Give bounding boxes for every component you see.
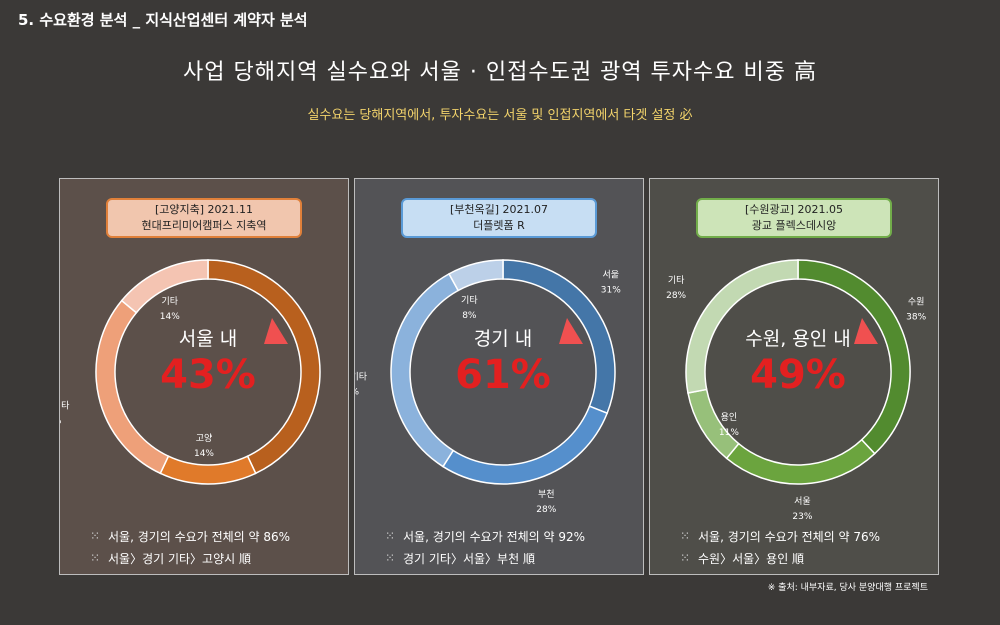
slice-category-label: 경기 기타 [60, 400, 70, 412]
project-label-bucheon: [부천옥길] 2021.07 더플렛폼 R [401, 198, 597, 238]
bullet-icon [385, 525, 397, 547]
panel-goyang: [고양지축] 2021.11 현대프리미어캠퍼스 지축역 서울43%고양14%경… [59, 178, 349, 575]
slice-value-label: 28% [666, 291, 686, 301]
pointer-triangle-icon [854, 318, 878, 344]
donut-slice-4 [685, 259, 799, 394]
ranking-text: 서울〉경기 기타〉고양시 順 [108, 552, 251, 566]
ranking-bullet: 수원〉서울〉용인 順 [680, 547, 880, 570]
donut-slice-4 [448, 259, 504, 292]
summary-text: 서울, 경기의 수요가 전체의 약 76% [698, 530, 881, 544]
donut-slice-3 [95, 299, 170, 475]
bullet-icon [680, 525, 692, 547]
source-note: ※ 출처: 내부자료, 당사 분양대행 프로젝트 [767, 583, 928, 593]
project-label-line1: [수원광교] 2021.05 [744, 203, 844, 216]
donut-chart-suwon: 수원 38% 서울 23% 용인 11% 기타 28% 수원, 용인 내49% [666, 259, 927, 519]
slice-value-label: 23% [792, 512, 812, 519]
slice-value-label: 14% [160, 312, 180, 322]
ranking-bullet: 서울〉경기 기타〉고양시 順 [90, 547, 290, 570]
project-label-line1: [부천옥길] 2021.07 [449, 203, 549, 216]
project-label-line2: 현대프리미어캠퍼스 지축역 [141, 219, 267, 232]
slice-category-label: 서울 [794, 496, 811, 507]
slice-category-label: 기타 [461, 295, 478, 306]
summary-text: 서울, 경기의 수요가 전체의 약 86% [108, 530, 291, 544]
center-value: 61% [455, 352, 551, 398]
center-label: 서울 내 [179, 328, 237, 350]
slice-category-label: 기타 [161, 296, 178, 307]
slice-value-label: 11% [719, 428, 739, 438]
project-label-line2: 광교 플렉스데시앙 [751, 219, 837, 232]
slice-value-label: 8% [462, 311, 477, 321]
slice-category-label: 용인 [721, 412, 738, 423]
donut-chart-bucheon: 서울 31% 부천 28% 경기 기타 33% 기타 8% 경기 내61% [355, 259, 621, 515]
panel-bucheon: [부천옥길] 2021.07 더플렛폼 R 서울 31% 부천 28% 경기 기타 33%… [354, 178, 644, 575]
donut-slice-4 [120, 259, 209, 314]
slice-category-label: 기타 [668, 275, 685, 286]
ranking-bullet: 경기 기타〉서울〉부천 順 [385, 547, 585, 570]
summary-bullet: 서울, 경기의 수요가 전체의 약 86% [90, 525, 291, 548]
slice-category-label: 서울 [603, 269, 620, 280]
bullet-icon [90, 525, 102, 547]
slice-category-label: 고양 [196, 433, 213, 444]
subline: 실수요는 당해지역에서, 투자수요는 서울 및 인접지역에서 타겟 설정 必 [307, 108, 693, 123]
donut-slice-3 [390, 272, 460, 468]
project-label-suwon: [수원광교] 2021.05 광교 플렉스데시앙 [696, 198, 892, 238]
center-value: 43% [160, 352, 256, 398]
slice-value-label: 33% [355, 388, 360, 398]
headline: 사업 당해지역 실수요와 서울 · 인접수도권 광역 투자수요 비중 高 [183, 60, 817, 85]
donut-slice-3 [687, 388, 740, 460]
slice-category-label: 부천 [538, 489, 555, 500]
center-label: 수원, 용인 내 [745, 328, 851, 350]
donut-slice-2 [159, 455, 257, 485]
slice-value-label: 38% [906, 312, 926, 322]
bullet-icon [680, 547, 692, 569]
panel-suwon: [수원광교] 2021.05 광교 플렉스데시앙 수원 38% 서울 23% 용인 11%… [649, 178, 939, 575]
section-title: 5. 수요환경 분석 _ 지식산업센터 계약자 분석 [18, 11, 308, 29]
ranking-text: 경기 기타〉서울〉부천 順 [403, 552, 535, 566]
donut-slice-2 [725, 438, 876, 485]
project-label-line2: 더플렛폼 R [473, 219, 525, 232]
slice-category-label: 수원 [908, 296, 925, 307]
project-label-line1: [고양지축] 2021.11 [154, 203, 254, 216]
bullet-icon [385, 547, 397, 569]
bullet-icon [90, 547, 102, 569]
center-value: 49% [750, 352, 846, 398]
summary-bullet: 서울, 경기의 수요가 전체의 약 92% [385, 525, 586, 548]
pointer-triangle-icon [264, 318, 288, 344]
slice-value-label: 29% [60, 417, 62, 427]
slice-value-label: 14% [194, 449, 214, 459]
donut-slice-2 [441, 405, 609, 485]
pointer-triangle-icon [559, 318, 583, 344]
slice-value-label: 31% [601, 285, 621, 295]
summary-text: 서울, 경기의 수요가 전체의 약 92% [403, 530, 586, 544]
project-label-goyang: [고양지축] 2021.11 현대프리미어캠퍼스 지축역 [106, 198, 302, 238]
slice-category-label: 경기 기타 [355, 371, 368, 383]
center-label: 경기 내 [474, 328, 532, 350]
summary-bullet: 서울, 경기의 수요가 전체의 약 76% [680, 525, 881, 548]
slice-value-label: 28% [536, 505, 556, 515]
ranking-text: 수원〉서울〉용인 順 [698, 552, 805, 566]
